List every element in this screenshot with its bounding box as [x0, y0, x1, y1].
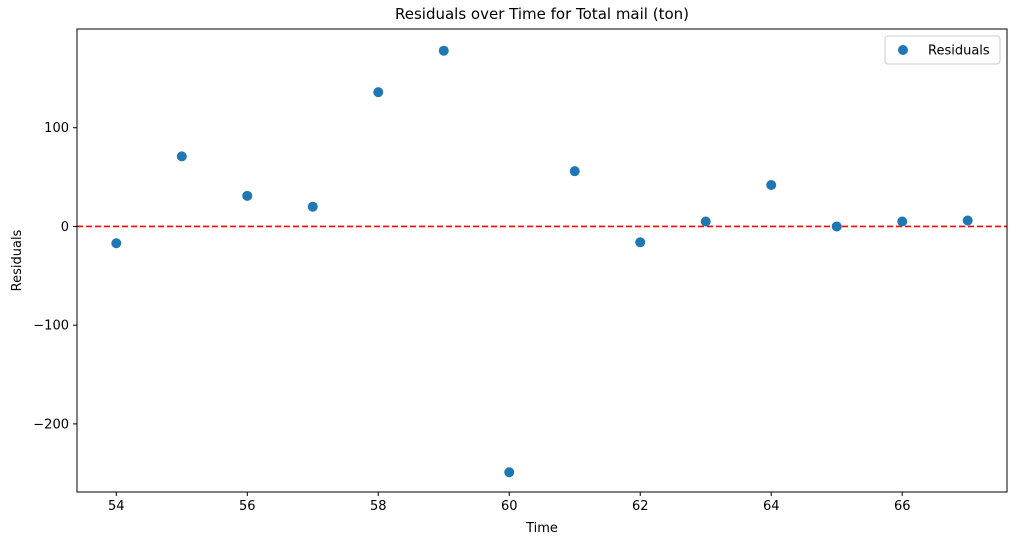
y-tick-label: 0: [61, 220, 69, 235]
data-point: [897, 216, 908, 227]
data-point: [831, 221, 842, 232]
data-point: [111, 238, 122, 249]
data-point: [438, 45, 449, 56]
y-axis: −200 −100 0 100: [33, 121, 77, 432]
data-point: [962, 215, 973, 226]
y-axis-label: Residuals: [10, 229, 25, 291]
plot-frame: [76, 28, 1008, 493]
legend-box: [884, 35, 1001, 65]
legend-marker: [898, 45, 908, 55]
chart-title: Residuals over Time for Total mail (ton): [395, 5, 689, 23]
x-axis-label: Time: [525, 521, 558, 536]
x-tick-label: 62: [632, 499, 649, 514]
data-point: [373, 87, 384, 98]
y-tick-label: −200: [33, 417, 69, 432]
data-point: [569, 166, 580, 177]
data-point: [700, 216, 711, 227]
x-axis: 54 56 58 60 62 64 66: [108, 492, 910, 514]
data-point: [307, 201, 318, 212]
x-tick-label: 60: [501, 499, 518, 514]
data-point: [766, 179, 777, 190]
legend-entry-residuals: Residuals: [928, 44, 990, 59]
y-tick-label: −100: [33, 319, 69, 334]
data-point: [242, 190, 253, 201]
x-tick-label: 64: [763, 499, 780, 514]
x-tick-label: 54: [108, 499, 125, 514]
data-point: [504, 467, 515, 478]
plot-area: [77, 45, 1007, 478]
y-tick-label: 100: [44, 121, 69, 136]
x-tick-label: 56: [239, 499, 256, 514]
x-tick-label: 66: [894, 499, 911, 514]
data-point: [176, 151, 187, 162]
data-point: [635, 237, 646, 248]
x-tick-label: 58: [370, 499, 387, 514]
legend: Residuals: [884, 35, 1001, 65]
